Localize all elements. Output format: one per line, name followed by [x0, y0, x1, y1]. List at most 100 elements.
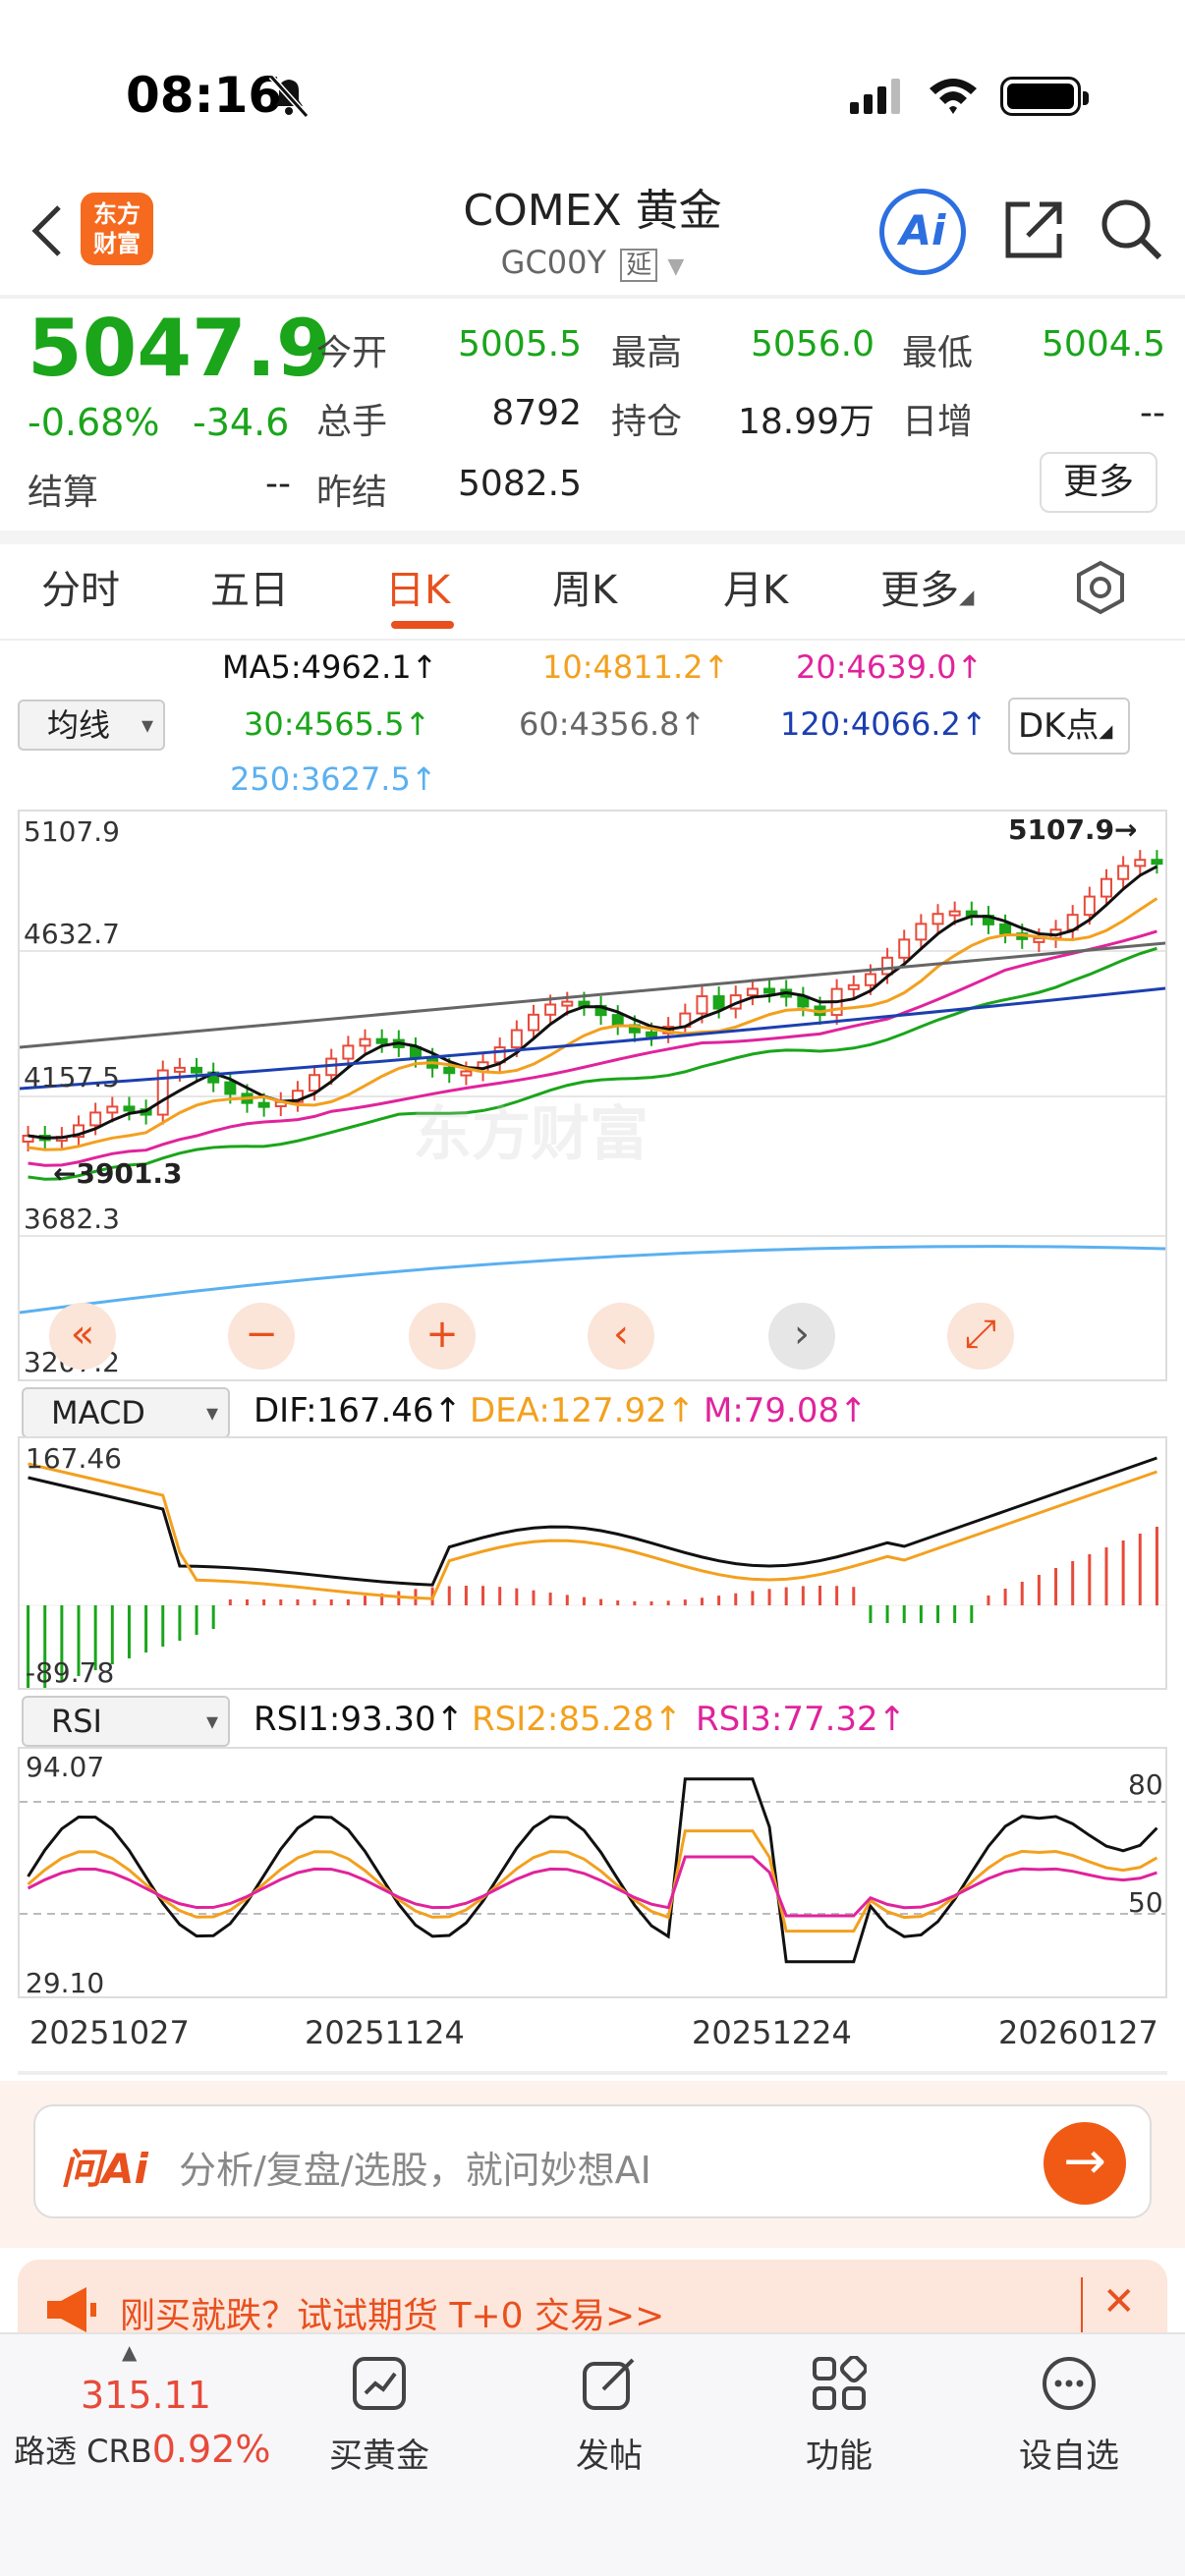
watermark: 东方财富	[413, 1100, 649, 1169]
share-icon[interactable]	[1000, 196, 1067, 263]
y-label: 5107.9	[24, 815, 120, 848]
fullscreen-button[interactable]: ⤢	[947, 1303, 1014, 1370]
y-label: 4157.5	[24, 1061, 120, 1093]
candle	[224, 1081, 237, 1095]
candle	[443, 1066, 456, 1075]
daily-increase-label: 日增	[902, 402, 974, 442]
settings-gear-icon[interactable]	[1073, 560, 1128, 615]
zoom-in-button[interactable]: +	[409, 1303, 476, 1370]
status-time: 08:16	[126, 67, 283, 124]
prev-settle-label: 昨结	[316, 473, 388, 513]
promo-text: 刚买就跌？试试期货 T+0 交易>>	[120, 2296, 665, 2336]
close-icon[interactable]: ✕	[1102, 2279, 1136, 2324]
bottom-toolbar: ▲ 315.11 路透 CRB0.92% 买黄金 发帖 功能 设自选	[0, 2332, 1185, 2576]
scroll-right-button[interactable]: ›	[768, 1303, 835, 1370]
candle	[191, 1066, 203, 1074]
features-button[interactable]: 功能	[751, 2334, 928, 2576]
candle	[646, 1031, 658, 1037]
features-label: 功能	[806, 2436, 873, 2476]
scroll-left-fast-button[interactable]: «	[49, 1303, 116, 1370]
ma-type-select[interactable]: 均线	[18, 700, 165, 751]
post-button[interactable]: 发帖	[521, 2334, 698, 2576]
tab-more[interactable]: 更多◢	[880, 568, 975, 613]
ask-ai-input[interactable]: 问Ai 分析/复盘/选股，就问妙想AI	[33, 2104, 1152, 2218]
caret-up-icon: ▲	[122, 2340, 138, 2364]
candle	[712, 995, 725, 1010]
high-value: 5056.0	[751, 324, 875, 364]
ma250-line	[20, 1245, 1165, 1315]
volume-label: 总手	[316, 402, 388, 442]
candle	[561, 1000, 574, 1007]
bell-muted-icon	[268, 74, 310, 119]
candle	[73, 1124, 85, 1139]
post-label: 发帖	[576, 2436, 643, 2476]
ai-assistant-button[interactable]: Ai	[879, 189, 966, 275]
date-label: 20251124	[305, 2014, 465, 2051]
ma60-value: 60:4356.8↑	[519, 705, 706, 743]
ma10-value: 10:4811.2↑	[542, 648, 730, 686]
rsi2: RSI2:85.28↑	[472, 1700, 683, 1739]
search-icon[interactable]	[1099, 196, 1165, 263]
candle	[763, 987, 776, 994]
rsi-canvas	[20, 1777, 1165, 1964]
buy-gold-button[interactable]: 买黄金	[291, 2334, 468, 2576]
candle	[460, 1070, 473, 1077]
date-label: 20260127	[998, 2014, 1158, 2051]
last-price: 5047.9	[28, 303, 331, 394]
kline-chart[interactable]	[18, 810, 1167, 1381]
macd-chart[interactable]	[18, 1436, 1167, 1690]
rsi-80-label: 80	[1128, 1768, 1163, 1801]
ma30-value: 30:4565.5↑	[244, 705, 431, 743]
candle	[257, 1101, 270, 1108]
rsi-select[interactable]: RSI	[22, 1696, 230, 1747]
high-label: 最高	[611, 333, 683, 373]
candle	[309, 1074, 321, 1092]
candle	[359, 1037, 371, 1047]
candle	[527, 1013, 539, 1032]
crb-value[interactable]: 315.11	[81, 2374, 211, 2417]
high-marker: 5107.9→	[1008, 813, 1138, 846]
instrument-code[interactable]: GC00Y 延 ▼	[500, 244, 685, 282]
crb-index[interactable]: 路透 CRB0.92%	[14, 2428, 271, 2471]
app-logo: 东方 财富	[81, 193, 153, 265]
ma10-line	[28, 897, 1158, 1151]
settle-label: 结算	[28, 473, 99, 513]
tab-five-day[interactable]: 五日	[210, 568, 289, 613]
rsi3: RSI3:77.32↑	[696, 1700, 907, 1739]
candle	[1100, 877, 1112, 898]
more-dots-icon	[1043, 2357, 1096, 2410]
tab-daily-k[interactable]: 日K	[385, 568, 451, 613]
date-label: 20251027	[29, 2014, 190, 2051]
tab-monthly-k[interactable]: 月K	[723, 568, 789, 613]
rsi2-line	[27, 1829, 1158, 1933]
candle	[291, 1090, 304, 1103]
tab-weekly-k[interactable]: 周K	[552, 568, 618, 613]
submit-arrow-button[interactable]: →	[1044, 2122, 1126, 2205]
tab-intraday[interactable]: 分时	[41, 568, 120, 613]
low-label: 最低	[902, 333, 974, 373]
candle	[544, 1003, 557, 1016]
date-label: 20251224	[692, 2014, 852, 2051]
kline-canvas	[20, 850, 1165, 1315]
scroll-left-button[interactable]: ‹	[588, 1303, 654, 1370]
more-quote-button[interactable]: 更多	[1040, 452, 1157, 513]
candle	[89, 1111, 102, 1127]
candle	[611, 1014, 624, 1027]
macd-canvas	[20, 1456, 1165, 1688]
add-watchlist-button[interactable]: 设自选	[981, 2334, 1157, 2576]
macd-bottom-label: -89.78	[26, 1656, 115, 1689]
open-interest-value: 18.99万	[737, 402, 875, 442]
candle	[915, 923, 928, 941]
candle	[898, 938, 911, 959]
zoom-out-button[interactable]: −	[228, 1303, 295, 1370]
edit-icon	[583, 2358, 635, 2410]
delay-tag: 延	[620, 249, 658, 282]
battery-icon	[1000, 77, 1089, 116]
rsi-chart[interactable]	[18, 1747, 1167, 1998]
back-arrow-icon[interactable]	[28, 201, 67, 260]
macd-select[interactable]: MACD	[22, 1387, 230, 1438]
volume-value: 8792	[491, 393, 582, 433]
candle	[1083, 895, 1096, 917]
candle	[931, 913, 944, 925]
dk-point-button[interactable]: DK点◢	[1008, 698, 1130, 755]
